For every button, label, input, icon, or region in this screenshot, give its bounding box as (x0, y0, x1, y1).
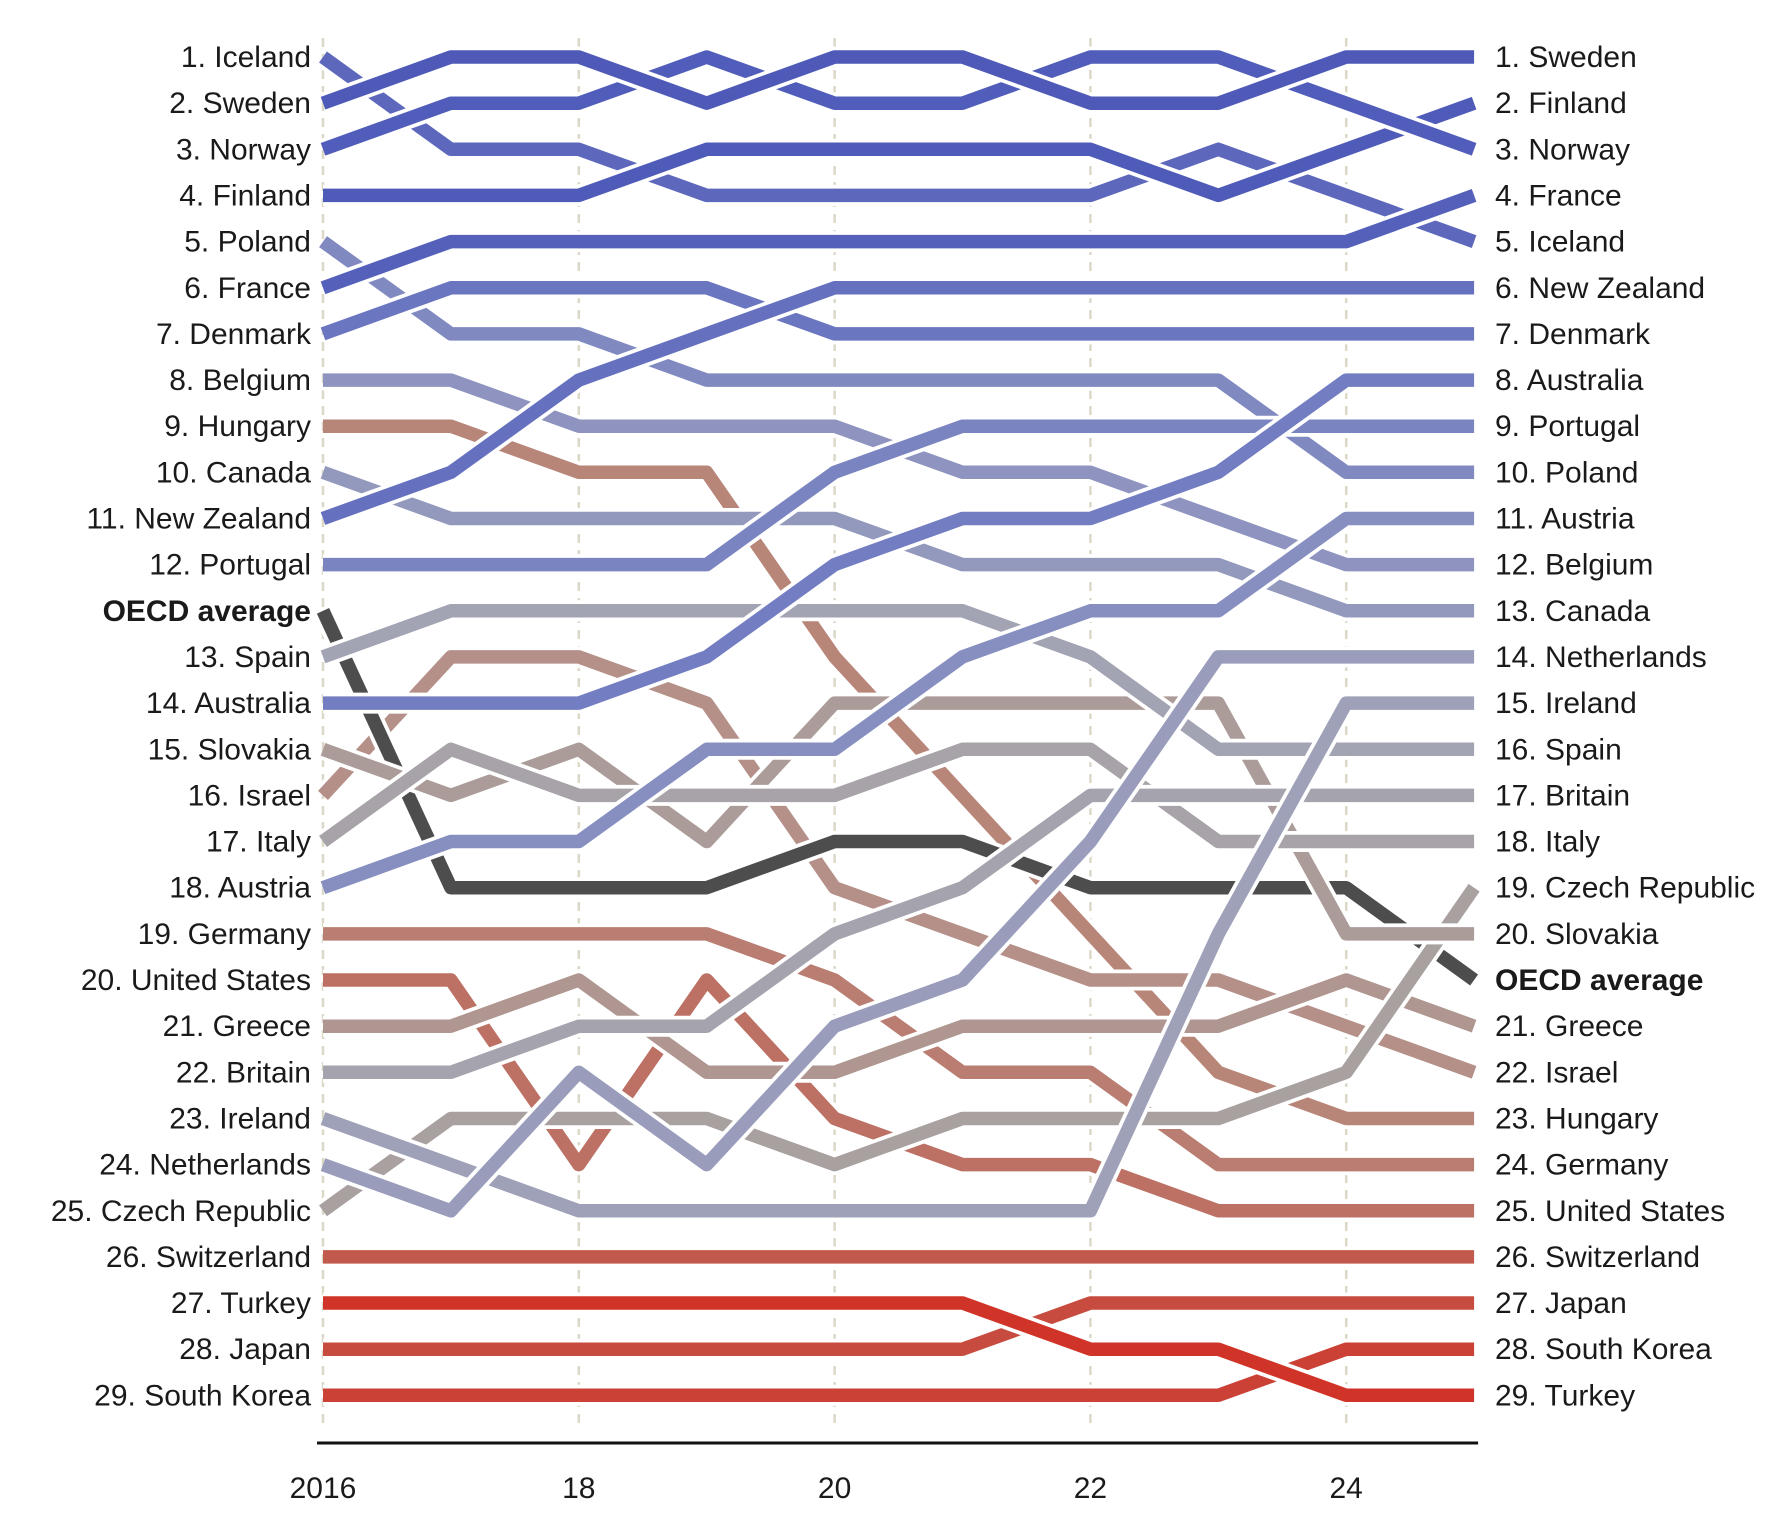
series-line-finland (323, 93, 1478, 206)
right-label-29: 28. South Korea (1495, 1333, 1712, 1366)
right-label-24: 23. Hungary (1495, 1102, 1658, 1135)
left-label-25: 24. Netherlands (99, 1149, 311, 1182)
left-label-27: 26. Switzerland (106, 1241, 311, 1274)
series-line-denmark (319, 277, 1475, 345)
series-line-sweden (319, 46, 1475, 114)
right-label-18: 18. Italy (1495, 826, 1600, 859)
right-label-16: 16. Spain (1495, 733, 1622, 766)
series-line-turkey (323, 1292, 1475, 1406)
x-tick-label-2016: 2016 (290, 1472, 357, 1505)
right-label-12: 12. Belgium (1495, 549, 1653, 582)
right-label-3: 3. Norway (1495, 133, 1630, 166)
left-label-18: 17. Italy (206, 826, 311, 859)
right-label-2: 2. Finland (1495, 87, 1627, 120)
right-label-27: 26. Switzerland (1495, 1241, 1700, 1274)
left-label-16: 15. Slovakia (148, 733, 312, 766)
right-label-13: 13. Canada (1495, 595, 1650, 628)
left-label-14: 13. Spain (184, 641, 311, 674)
left-label-15: 14. Australia (146, 687, 311, 720)
right-label-10: 10. Poland (1495, 456, 1638, 489)
right-label-21: OECD average (1495, 964, 1703, 997)
left-label-26: 25. Czech Republic (51, 1195, 311, 1228)
right-label-4: 4. France (1495, 179, 1622, 212)
left-label-28: 27. Turkey (171, 1287, 311, 1320)
left-label-12: 12. Portugal (149, 549, 311, 582)
left-label-2: 2. Sweden (169, 87, 311, 120)
left-label-10: 10. Canada (156, 456, 311, 489)
right-label-11: 11. Austria (1495, 503, 1635, 536)
x-tick-label-2024: 24 (1330, 1472, 1363, 1505)
right-label-23: 22. Israel (1495, 1056, 1618, 1089)
series-line-netherlands (319, 646, 1475, 1222)
right-label-30: 29. Turkey (1495, 1379, 1635, 1412)
series-line-czech-republic (316, 881, 1483, 1220)
left-label-6: 6. France (184, 272, 311, 305)
left-label-7: 7. Denmark (156, 318, 312, 351)
series-line-ireland (319, 692, 1475, 1222)
right-label-17: 17. Britain (1495, 779, 1630, 812)
left-label-9: 9. Hungary (164, 410, 311, 443)
right-label-22: 21. Greece (1495, 1010, 1643, 1043)
right-label-19: 19. Czech Republic (1495, 872, 1755, 905)
right-label-14: 14. Netherlands (1495, 641, 1707, 674)
x-tick-label-2020: 20 (818, 1472, 851, 1505)
right-label-1: 1. Sweden (1495, 41, 1637, 74)
left-label-13: OECD average (103, 595, 311, 628)
series-line-germany (323, 923, 1475, 1176)
left-label-19: 18. Austria (169, 872, 311, 905)
series-line-new-zealand (319, 277, 1475, 529)
series-line-greece (323, 969, 1478, 1083)
series-line-australia (323, 369, 1475, 714)
series-line-japan (323, 1292, 1475, 1360)
right-label-5: 5. Iceland (1495, 226, 1625, 259)
left-label-29: 28. Japan (179, 1333, 311, 1366)
right-label-25: 24. Germany (1495, 1149, 1668, 1182)
right-label-26: 25. United States (1495, 1195, 1725, 1228)
right-label-7: 7. Denmark (1495, 318, 1651, 351)
series-line-spain (319, 600, 1475, 760)
series-line-britain (323, 784, 1475, 1083)
left-label-30: 29. South Korea (94, 1379, 311, 1412)
left-label-11: 11. New Zealand (86, 503, 311, 536)
series-line-italy (316, 738, 1475, 852)
series-line-austria (319, 508, 1475, 898)
right-label-9: 9. Portugal (1495, 410, 1640, 443)
left-label-4: 4. Finland (179, 179, 311, 212)
right-label-28: 27. Japan (1495, 1287, 1627, 1320)
right-label-15: 15. Ireland (1495, 687, 1637, 720)
series-line-france (319, 185, 1478, 298)
series-line-oecd-average (313, 606, 1481, 989)
right-label-8: 8. Australia (1495, 364, 1644, 397)
left-label-8: 8. Belgium (169, 364, 311, 397)
left-label-5: 5. Poland (184, 226, 311, 259)
left-label-17: 16. Israel (188, 779, 311, 812)
left-label-20: 19. Germany (138, 918, 311, 951)
left-label-24: 23. Ireland (169, 1102, 311, 1135)
left-label-1: 1. Iceland (181, 41, 311, 74)
left-label-3: 3. Norway (176, 133, 311, 166)
x-tick-label-2022: 22 (1074, 1472, 1107, 1505)
left-label-22: 21. Greece (163, 1010, 311, 1043)
right-label-6: 6. New Zealand (1495, 272, 1705, 305)
x-tick-label-2018: 18 (562, 1472, 595, 1505)
left-label-23: 22. Britain (176, 1056, 311, 1089)
right-label-20: 20. Slovakia (1495, 918, 1659, 951)
left-label-21: 20. United States (81, 964, 311, 997)
